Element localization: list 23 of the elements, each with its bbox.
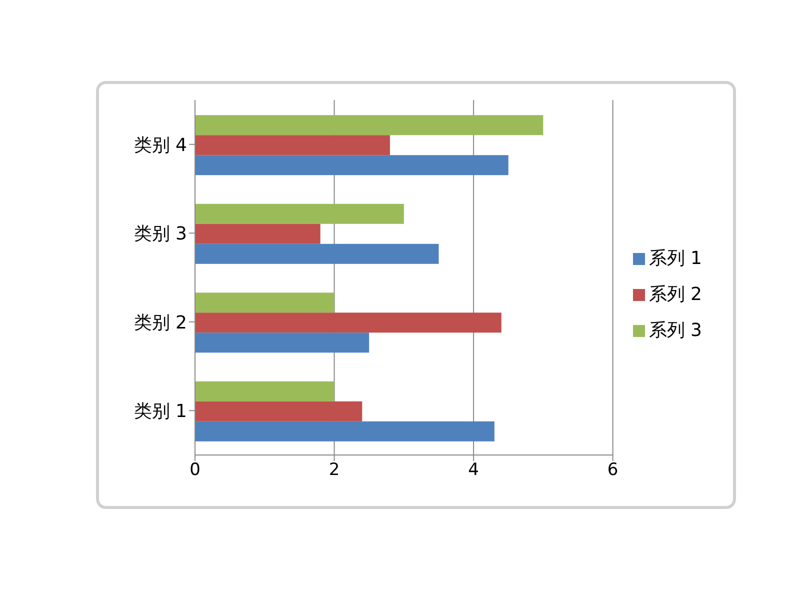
bar <box>195 421 494 442</box>
bar <box>195 244 439 264</box>
x-tick-label: 2 <box>328 460 340 480</box>
y-tick-label: 类别 4 <box>134 134 187 156</box>
bar <box>195 332 370 353</box>
legend-label: 系列 3 <box>648 320 702 341</box>
bar <box>195 381 334 402</box>
legend-label: 系列 1 <box>648 248 702 269</box>
bar <box>195 115 544 136</box>
x-tick-label: 4 <box>468 460 479 480</box>
bar <box>195 204 404 224</box>
bar <box>195 224 320 244</box>
bar <box>195 401 362 422</box>
y-tick-label: 类别 3 <box>134 224 187 245</box>
bar <box>195 292 334 313</box>
bar <box>195 155 508 176</box>
y-tick-label: 类别 2 <box>134 312 187 334</box>
bar <box>195 135 390 156</box>
bar <box>195 312 502 333</box>
x-tick-label: 6 <box>607 460 618 480</box>
y-tick-label: 类别 1 <box>134 401 187 422</box>
legend-label: 系列 2 <box>648 284 702 305</box>
x-tick-label: 0 <box>190 460 200 480</box>
